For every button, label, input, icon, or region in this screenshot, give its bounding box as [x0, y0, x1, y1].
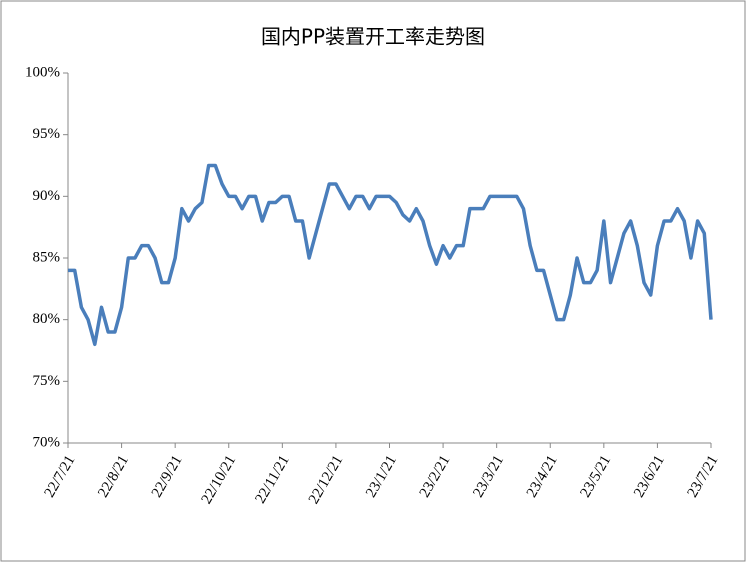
chart-title: 国内PP装置开工率走势图	[261, 25, 485, 49]
y-tick-label: 95%	[33, 126, 61, 142]
y-tick-label: 70%	[33, 434, 61, 450]
data-line	[68, 163, 713, 347]
y-tick-label: 100%	[25, 64, 60, 80]
y-tick-label: 85%	[33, 249, 61, 265]
y-tick-label: 75%	[33, 373, 61, 389]
y-tick-label: 90%	[33, 188, 61, 204]
y-tick-label: 80%	[33, 311, 61, 327]
